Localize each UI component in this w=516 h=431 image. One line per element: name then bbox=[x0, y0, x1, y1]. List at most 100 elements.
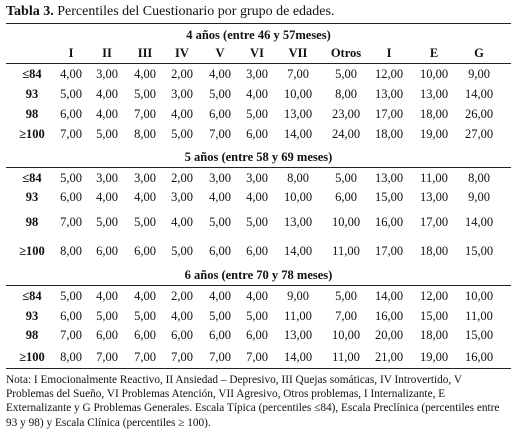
table-cell: 9,00 bbox=[287, 289, 309, 303]
table-cell: 3,00 bbox=[246, 67, 268, 81]
table-cell: 4,00 bbox=[171, 215, 193, 229]
table-cell: 19,00 bbox=[419, 350, 449, 364]
table-cell: 4,00 bbox=[96, 289, 118, 303]
table-cell: 17,00 bbox=[374, 107, 404, 121]
table-cell: 26,00 bbox=[464, 107, 494, 121]
table-cell: 7,00 bbox=[171, 350, 193, 364]
table-cell: 6,00 bbox=[96, 244, 118, 258]
table-row: ≥100 7,00 5,00 8,00 5,00 7,00 6,00 14,00… bbox=[0, 127, 516, 145]
table-cell: 8,00 bbox=[287, 171, 309, 185]
row-label: 93 bbox=[25, 190, 39, 204]
table-cell: 5,00 bbox=[134, 309, 156, 323]
table-cell: 6,00 bbox=[60, 309, 82, 323]
table-cell: 6,00 bbox=[60, 190, 82, 204]
table-cell: 3,00 bbox=[96, 171, 118, 185]
table-cell: 4,00 bbox=[134, 190, 156, 204]
column-header: I bbox=[68, 46, 74, 60]
table-cell: 5,00 bbox=[96, 215, 118, 229]
table-cell: 15,00 bbox=[464, 328, 494, 342]
table-cell: 8,00 bbox=[60, 350, 82, 364]
table-cell: 13,00 bbox=[374, 87, 404, 101]
table-cell: 10,00 bbox=[331, 328, 361, 342]
table-cell: 7,00 bbox=[246, 350, 268, 364]
table-cell: 14,00 bbox=[283, 127, 313, 141]
table-cell: 27,00 bbox=[464, 127, 494, 141]
table-cell: 16,00 bbox=[464, 350, 494, 364]
table-cell: 5,00 bbox=[134, 215, 156, 229]
table-row: 98 7,00 5,00 5,00 4,00 5,00 5,00 13,00 1… bbox=[0, 215, 516, 233]
table-note: Nota: I Emocionalmente Reactivo, II Ansi… bbox=[6, 374, 500, 429]
table-cell: 3,00 bbox=[209, 171, 231, 185]
table-cell: 11,00 bbox=[284, 309, 312, 323]
table-cell: 6,00 bbox=[209, 328, 231, 342]
table-cell: 7,00 bbox=[60, 215, 82, 229]
header-rule bbox=[6, 63, 511, 64]
table-cell: 12,00 bbox=[374, 67, 404, 81]
table-cell: 12,00 bbox=[419, 289, 449, 303]
table-row: ≤84 4,00 3,00 4,00 2,00 4,00 3,00 7,00 5… bbox=[0, 67, 516, 85]
table-cell: 10,00 bbox=[464, 289, 494, 303]
row-label: 98 bbox=[25, 107, 39, 121]
table-cell: 7,00 bbox=[134, 350, 156, 364]
table-cell: 2,00 bbox=[171, 67, 193, 81]
table-cell: 7,00 bbox=[335, 309, 357, 323]
table-row: ≤84 5,00 4,00 4,00 2,00 4,00 4,00 9,00 5… bbox=[0, 289, 516, 307]
table-cell: 8,00 bbox=[335, 87, 357, 101]
group-rule bbox=[6, 167, 511, 168]
row-label: ≤84 bbox=[22, 171, 42, 185]
table-cell: 5,00 bbox=[209, 215, 231, 229]
table-row: 93 6,00 5,00 5,00 4,00 5,00 5,00 11,00 7… bbox=[0, 309, 516, 327]
table-cell: 8,00 bbox=[134, 127, 156, 141]
row-label: 93 bbox=[25, 309, 39, 323]
table-cell: 4,00 bbox=[96, 107, 118, 121]
table-cell: 13,00 bbox=[283, 215, 313, 229]
table-cell: 14,00 bbox=[283, 350, 313, 364]
table-caption: Tabla 3. Percentiles del Cuestionario po… bbox=[6, 4, 334, 20]
table-cell: 9,00 bbox=[468, 67, 490, 81]
bottom-rule bbox=[6, 368, 511, 369]
table-cell: 7,00 bbox=[209, 350, 231, 364]
table-cell: 18,00 bbox=[419, 328, 449, 342]
table-cell: 4,00 bbox=[246, 87, 268, 101]
table-cell: 2,00 bbox=[171, 171, 193, 185]
table-cell: 4,00 bbox=[209, 67, 231, 81]
table-cell: 11,00 bbox=[420, 171, 448, 185]
table-cell: 18,00 bbox=[374, 127, 404, 141]
top-rule bbox=[6, 23, 511, 24]
table-cell: 5,00 bbox=[246, 215, 268, 229]
table-cell: 19,00 bbox=[419, 127, 449, 141]
column-header: G bbox=[474, 46, 484, 60]
table-cell: 6,00 bbox=[171, 328, 193, 342]
table-cell: 5,00 bbox=[209, 309, 231, 323]
table-cell: 10,00 bbox=[283, 190, 313, 204]
table-cell: 5,00 bbox=[246, 309, 268, 323]
table-cell: 7,00 bbox=[60, 127, 82, 141]
table-cell: 13,00 bbox=[419, 87, 449, 101]
column-header: II bbox=[102, 46, 112, 60]
row-label: ≤84 bbox=[22, 289, 42, 303]
table-cell: 6,00 bbox=[335, 190, 357, 204]
table-cell: 20,00 bbox=[374, 328, 404, 342]
table-cell: 5,00 bbox=[246, 107, 268, 121]
table-cell: 13,00 bbox=[283, 107, 313, 121]
column-header: IV bbox=[175, 46, 189, 60]
table-cell: 8,00 bbox=[60, 244, 82, 258]
table-cell: 4,00 bbox=[171, 309, 193, 323]
group-heading: 6 años (entre 70 y 78 meses) bbox=[184, 268, 333, 282]
table-cell: 9,00 bbox=[468, 190, 490, 204]
table-cell: 4,00 bbox=[96, 190, 118, 204]
table-cell: 23,00 bbox=[331, 107, 361, 121]
table-row: ≥100 8,00 6,00 6,00 5,00 6,00 6,00 14,00… bbox=[0, 244, 516, 262]
row-label: 93 bbox=[25, 87, 39, 101]
table-cell: 16,00 bbox=[374, 215, 404, 229]
table-cell: 5,00 bbox=[335, 289, 357, 303]
table-cell: 5,00 bbox=[171, 127, 193, 141]
table-cell: 10,00 bbox=[331, 215, 361, 229]
table-cell: 4,00 bbox=[134, 289, 156, 303]
row-label: ≥100 bbox=[19, 127, 45, 141]
row-label: 98 bbox=[25, 215, 39, 229]
table-cell: 3,00 bbox=[171, 190, 193, 204]
table-cell: 21,00 bbox=[374, 350, 404, 364]
table-cell: 6,00 bbox=[246, 244, 268, 258]
